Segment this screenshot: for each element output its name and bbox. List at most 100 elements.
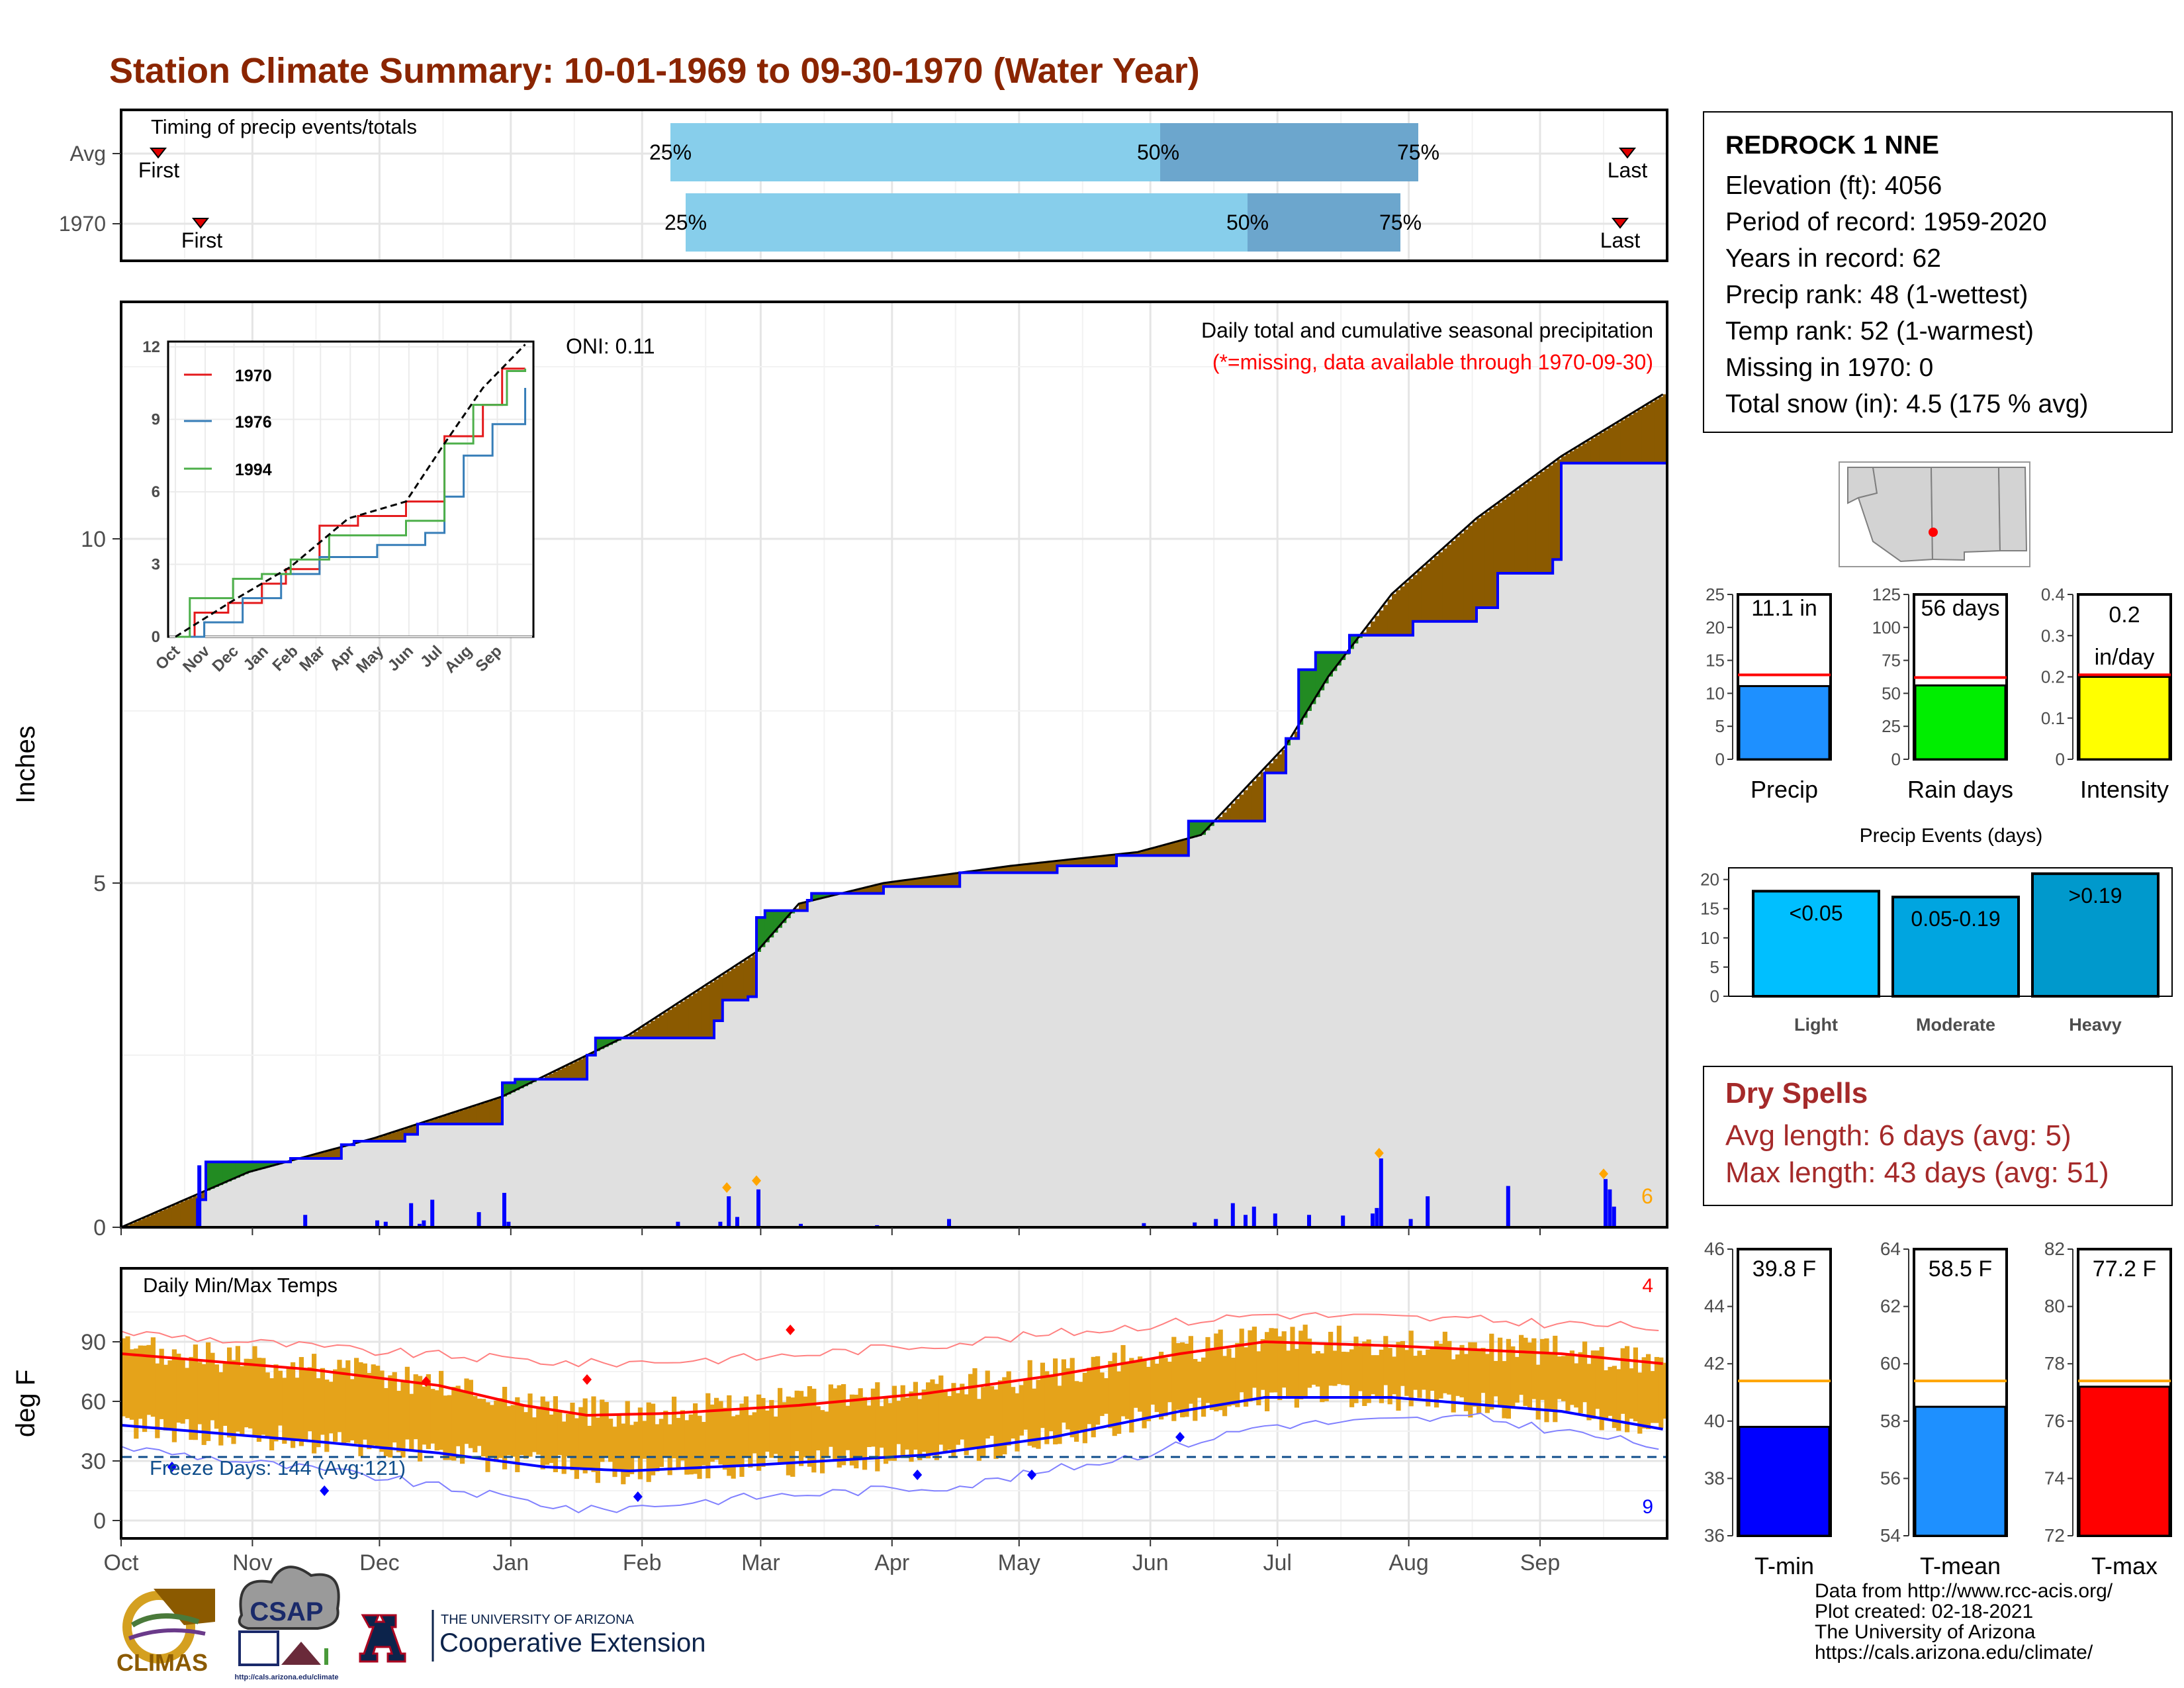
daily-temp-bar [672,1396,677,1458]
footer-source: Data from http://www.rcc-acis.org/ [1815,1580,2113,1602]
daily-temp-bar [1188,1336,1193,1404]
difference-ribbon [1138,852,1142,856]
difference-ribbon [1044,862,1050,873]
daily-precip-bar [409,1203,414,1227]
daily-temp-bar [1269,1328,1274,1393]
difference-ribbon [1230,803,1236,821]
events-tick-label: 15 [1700,899,1719,919]
temp-panel-label: Daily Min/Max Temps [143,1274,338,1297]
daily-temp-bar [841,1383,846,1466]
footer-date: Plot created: 02-18-2021 [1815,1601,2034,1622]
daily-temp-bar [460,1390,465,1464]
daily-temp-bar [235,1346,240,1432]
daily-temp-bar [684,1420,690,1475]
difference-ribbon [870,886,876,894]
daily-temp-bar [1032,1388,1037,1448]
daily-temp-bar [718,1401,723,1465]
difference-ribbon [1371,621,1375,635]
daily-temp-bar [1426,1349,1431,1407]
daily-temp-bar [201,1364,206,1445]
daily-precip-bar [718,1221,723,1227]
ua-logo: THE UNIVERSITY OF ARIZONA Cooperative Ex… [359,1610,705,1663]
daily-temp-bar [1209,1348,1214,1410]
tmean-summary-tick-label: 58 [1880,1411,1901,1431]
daily-temp-bar [1662,1362,1668,1419]
daily-temp-bar [1599,1346,1604,1430]
difference-ribbon [1650,402,1655,463]
difference-ribbon [1180,840,1185,856]
difference-ribbon [604,1038,609,1047]
daily-temp-bar [807,1386,812,1467]
difference-ribbon [1616,422,1621,463]
daily-temp-bar [333,1369,338,1442]
difference-ribbon [1006,866,1011,873]
difference-ribbon [1620,420,1625,463]
difference-ribbon [527,1079,533,1084]
inset-x-tick-label: May [353,642,388,677]
difference-ribbon [1544,468,1549,573]
inset-x-tick-label: Sep [472,642,505,675]
month-tick-label: May [998,1550,1040,1575]
difference-ribbon [1438,552,1443,622]
difference-ribbon [189,1197,194,1227]
climas-text: CLIMAS [116,1649,208,1676]
daily-temp-bar [1586,1364,1592,1421]
daily-temp-bar [1590,1350,1596,1419]
daily-temp-bar [328,1382,334,1434]
daily-temp-bar [1641,1357,1647,1429]
daily-temp-bar [498,1398,503,1458]
timing-1970-first: First [181,228,222,252]
daily-temp-bar [222,1361,228,1426]
daily-temp-bar [193,1344,198,1440]
difference-ribbon [1324,652,1329,684]
daily-temp-bar [1451,1359,1456,1413]
difference-ribbon [1027,864,1032,873]
difference-ribbon [947,874,952,887]
daily-temp-bar [582,1398,588,1474]
daily-temp-bar [786,1396,791,1476]
daily-temp-bar [1069,1358,1075,1438]
raindays-summary-value-text: 56 days [1921,596,1999,621]
intensity-summary-tick-label: 0.4 [2041,585,2065,604]
tmean-summary-bar [1914,1405,2007,1537]
timing-panel: Timing of precip events/totals 25% 50% 7… [59,109,1668,262]
daily-temp-bar [1036,1380,1041,1449]
difference-ribbon [731,968,736,1000]
difference-ribbon [684,998,690,1038]
extreme-precip-marker [1374,1148,1384,1158]
difference-ribbon [1336,652,1342,666]
difference-ribbon [1002,867,1007,873]
daily-temp-bar [756,1394,762,1471]
precip-summary-value-text: 11.1 in [1751,596,1817,621]
precip-summary-tick-label: 10 [1706,683,1725,703]
daily-temp-bar [367,1373,372,1450]
daily-temp-bar [1434,1340,1439,1408]
difference-ribbon [1561,456,1566,463]
daily-temp-bar [1082,1372,1087,1444]
events-tick-label: 20 [1700,870,1719,890]
difference-ribbon [379,1136,385,1141]
daily-temp-bar [1175,1343,1181,1410]
daily-temp-bar [129,1349,134,1420]
difference-ribbon [701,988,706,1038]
difference-ribbon [1133,852,1138,856]
daily-precip-bar [197,1165,202,1227]
daily-temp-bar [1519,1335,1524,1395]
daily-temp-bar [1659,1357,1664,1429]
difference-ribbon [430,1119,435,1124]
daily-temp-bar [134,1348,139,1439]
daily-temp-bar [1180,1342,1185,1418]
daily-temp-bar [1290,1327,1295,1399]
timing-avg-bar-early [670,123,1160,181]
daily-temp-bar [354,1358,359,1444]
record-high-marker [421,1376,431,1387]
dry-spells-box: Dry Spells Avg length: 6 days (avg: 5) M… [1703,1066,2173,1206]
daily-temp-bar [485,1402,490,1472]
difference-ribbon [1519,487,1524,573]
difference-ribbon [1633,412,1638,463]
daily-temp-bar [688,1414,694,1475]
record-low-marker [1027,1470,1036,1480]
daily-temp-bar [536,1407,541,1455]
